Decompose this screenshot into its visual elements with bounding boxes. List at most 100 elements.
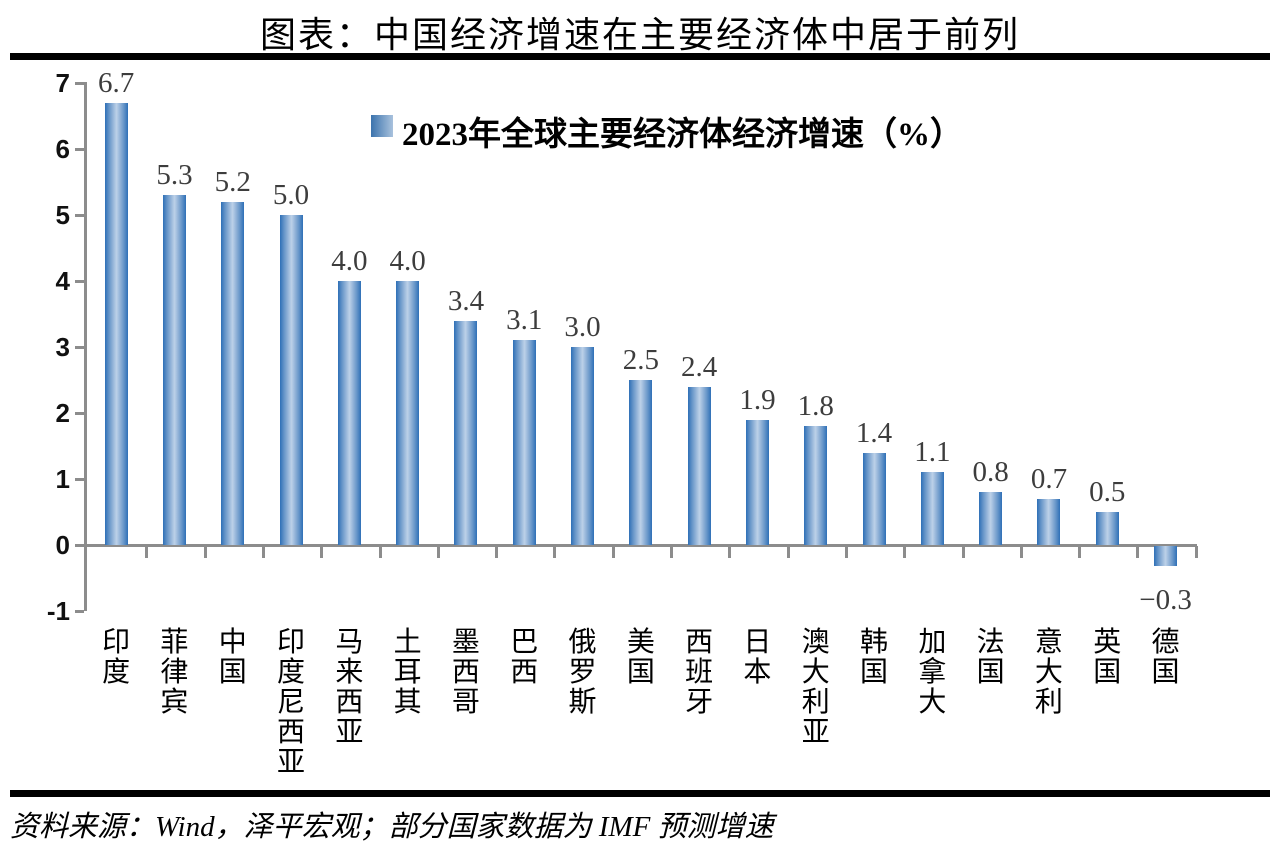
bar-value-label: 1.4 [855, 416, 893, 449]
bar [512, 340, 536, 545]
bar [745, 419, 769, 545]
bar [862, 452, 886, 545]
bar-value-label: 0.7 [1030, 462, 1068, 495]
x-axis-tick [261, 546, 265, 558]
category-label: 西 班 牙 [685, 627, 714, 718]
bar [571, 347, 595, 545]
x-axis-tick [903, 546, 907, 558]
x-axis-tick [728, 546, 732, 558]
top-divider [10, 53, 1270, 60]
y-axis-tick-label: 0 [55, 530, 70, 560]
bar [687, 386, 711, 545]
y-axis-tick [75, 214, 84, 217]
category-label: 印 度 尼 西 亚 [277, 627, 306, 778]
bar [104, 102, 128, 545]
category-label: 巴 西 [510, 627, 539, 688]
y-axis-tick [75, 82, 84, 85]
x-axis-tick [436, 546, 440, 558]
page-title: 图表：中国经济增速在主要经济体中居于前列 [259, 15, 1020, 55]
chart-legend: 2023年全球主要经济体经济增速（%） [371, 107, 963, 155]
bar-value-label: 4.0 [331, 245, 368, 277]
category-label: 日 本 [743, 627, 772, 688]
bar [920, 472, 944, 545]
bar-value-label: 3.1 [506, 304, 543, 337]
legend-label: 2023年全球主要经济体经济增速（%） [402, 117, 963, 153]
category-label: 马 来 西 亚 [335, 627, 364, 748]
x-axis-tick [320, 546, 324, 558]
bar-value-label: 0.5 [1089, 476, 1126, 508]
x-axis-tick [1078, 546, 1082, 558]
category-label: 俄 罗 斯 [568, 627, 597, 718]
y-axis-tick [75, 412, 84, 415]
y-axis-tick [75, 148, 84, 151]
x-axis-tick [786, 546, 790, 558]
y-axis-tick-label: 2 [55, 398, 70, 428]
bar [1037, 498, 1061, 545]
y-axis-tick [75, 610, 84, 613]
y-axis-tick-label: 1 [55, 464, 70, 494]
bar [279, 215, 303, 545]
y-axis-tick-label: 3 [55, 332, 70, 362]
y-axis-tick-label: 7 [55, 68, 70, 98]
x-axis-tick [378, 546, 382, 558]
x-axis-tick [495, 546, 499, 558]
category-label: 澳 大 利 亚 [801, 627, 830, 748]
bar [1154, 546, 1178, 566]
bar-value-label: 0.8 [972, 456, 1009, 489]
x-axis-tick [203, 546, 207, 558]
bar [162, 195, 186, 545]
category-label: 菲 律 宾 [160, 627, 189, 718]
bar [979, 492, 1003, 545]
x-axis-line [84, 544, 1197, 547]
x-axis-tick [553, 546, 557, 558]
category-label: 法 国 [976, 627, 1005, 688]
bar-value-label: 4.0 [389, 245, 426, 277]
bar [804, 426, 828, 545]
category-label: 印 度 [102, 627, 131, 688]
category-label: 英 国 [1093, 627, 1122, 688]
bar-value-label: 1.1 [914, 436, 951, 469]
category-label: 韩 国 [860, 627, 889, 688]
bar [337, 281, 361, 545]
category-label: 德 国 [1151, 627, 1180, 688]
category-label: 土 耳 其 [393, 627, 422, 718]
x-axis-tick [961, 546, 965, 558]
category-label: 中 国 [218, 627, 247, 688]
y-axis-tick [75, 280, 84, 283]
bar [396, 281, 420, 545]
bar-value-label: 3.0 [564, 311, 601, 343]
bar [1095, 512, 1119, 545]
bar-value-label: 5.3 [156, 159, 193, 192]
category-label: 加 拿 大 [918, 627, 947, 718]
y-axis-tick [75, 544, 84, 547]
y-axis-tick [75, 346, 84, 349]
legend-swatch-icon [371, 115, 393, 137]
y-axis-tick-label: 5 [55, 200, 70, 230]
y-axis-tick-label: 6 [55, 134, 70, 164]
x-axis-tick [844, 546, 848, 558]
y-axis-tick [75, 478, 84, 481]
bar-value-label: 5.2 [214, 165, 251, 198]
x-axis-tick [1019, 546, 1023, 558]
bar-value-label: 6.7 [98, 66, 135, 99]
y-axis-line [84, 82, 87, 611]
bar [221, 201, 245, 545]
bar [454, 320, 478, 545]
category-label: 意 大 利 [1034, 627, 1063, 718]
bar-value-label: 1.8 [797, 390, 834, 423]
category-label: 美 国 [626, 627, 655, 688]
bar-value-label: 2.4 [681, 350, 718, 383]
x-axis-tick [145, 546, 149, 558]
x-axis-tick [670, 546, 673, 558]
bar-value-label: 3.4 [447, 284, 485, 317]
bar-value-label: 2.5 [622, 344, 659, 376]
bar [629, 380, 653, 545]
bar-value-label: −0.3 [1139, 583, 1192, 616]
x-axis-tick [611, 546, 615, 558]
y-axis-tick-label: -1 [46, 596, 70, 626]
source-note: 资料来源：Wind，泽平宏观；部分国家数据为 IMF 预测增速 [10, 811, 774, 843]
category-label: 墨 西 哥 [451, 627, 480, 718]
x-axis-tick [1136, 546, 1140, 558]
